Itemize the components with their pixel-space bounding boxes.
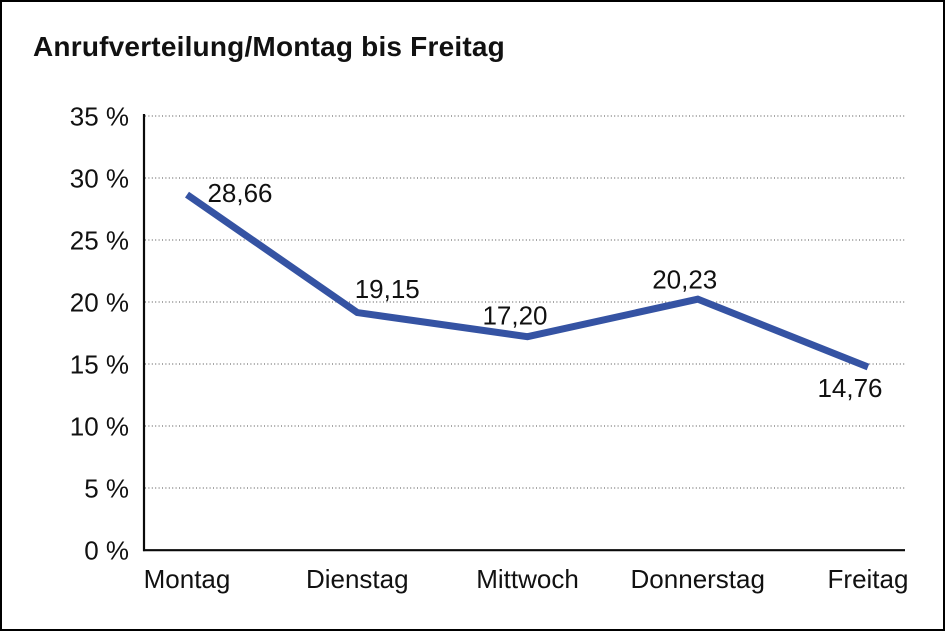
- series-line: [185, 191, 870, 371]
- x-axis-category-label: Donnerstag: [631, 564, 765, 594]
- data-point-label: 14,76: [817, 373, 882, 403]
- y-axis-tick-label: 5 %: [84, 474, 129, 504]
- y-axis-tick-label: 0 %: [84, 536, 129, 566]
- x-axis-category-label: Dienstag: [306, 564, 409, 594]
- chart-title: Anrufverteilung/Montag bis Freitag: [33, 31, 505, 62]
- y-axis-tick-label: 30 %: [70, 164, 129, 194]
- data-point-label: 17,20: [482, 301, 547, 331]
- data-point-label: 20,23: [652, 265, 717, 295]
- y-axis-tick-label: 15 %: [70, 350, 129, 380]
- x-axis-category-label: Mittwoch: [476, 564, 579, 594]
- y-axis-tick-label: 35 %: [70, 102, 129, 132]
- y-axis-tick-label: 10 %: [70, 412, 129, 442]
- data-point-label: 19,15: [355, 274, 420, 304]
- x-axis-category-label: Montag: [144, 564, 231, 594]
- x-axis-category-label: Freitag: [828, 564, 909, 594]
- y-axis-tick-label: 20 %: [70, 288, 129, 318]
- y-axis-tick-label: 25 %: [70, 226, 129, 256]
- data-point-label: 28,66: [207, 178, 272, 208]
